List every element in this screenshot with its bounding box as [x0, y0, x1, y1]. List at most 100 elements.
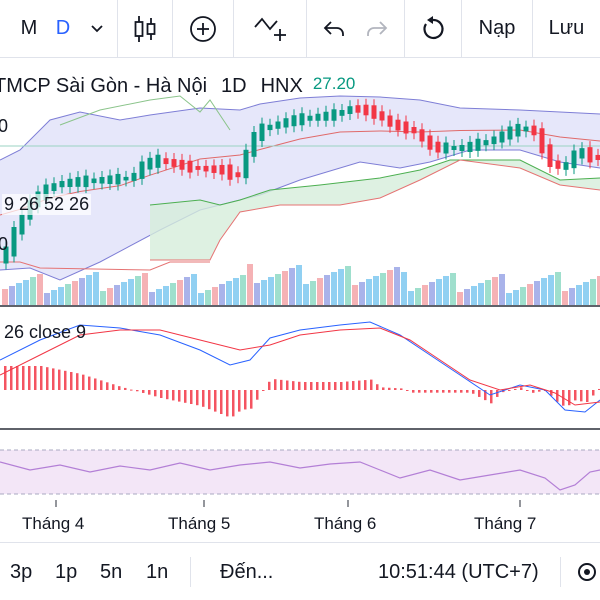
volume-bar: [464, 289, 470, 305]
candle-body: [323, 111, 329, 121]
redo-icon[interactable]: [358, 0, 396, 57]
macd-histogram-bar: [52, 368, 55, 390]
volume-bar: [429, 282, 435, 305]
candle-body: [107, 175, 113, 184]
candle-body: [139, 161, 145, 179]
candle-body: [499, 131, 505, 143]
candle-body: [563, 162, 569, 170]
volume-bar: [485, 280, 491, 305]
volume-bar: [275, 274, 281, 305]
volume-bar: [240, 275, 246, 305]
volume-bar: [65, 284, 71, 305]
volume-bar: [331, 272, 337, 305]
macd-histogram-bar: [190, 390, 193, 404]
macd-histogram-bar: [334, 382, 337, 390]
macd-histogram-bar: [352, 381, 355, 390]
volume-bar: [597, 276, 600, 305]
candle-body: [299, 113, 305, 126]
macd-histogram-bar: [592, 390, 595, 396]
macd-histogram-bar: [460, 390, 463, 393]
macd-histogram-bar: [310, 382, 313, 390]
range-3p-button[interactable]: 3p: [10, 560, 33, 583]
add-indicator-icon[interactable]: [173, 0, 233, 57]
candle-body: [403, 121, 409, 134]
macd-histogram-bar: [16, 366, 19, 390]
candle-body: [147, 157, 153, 170]
candle-body: [243, 149, 249, 179]
candle-body: [451, 146, 457, 150]
macd-histogram-bar: [58, 369, 61, 390]
range-1p-button[interactable]: 1p: [55, 560, 78, 583]
volume-bar: [499, 274, 505, 305]
macd-histogram-bar: [280, 379, 283, 390]
volume-bar: [149, 292, 155, 305]
ichimoku-span-b: [150, 159, 600, 261]
candle-body: [179, 159, 185, 170]
volume-bar: [317, 278, 323, 305]
reset-chart-icon[interactable]: [405, 0, 461, 57]
compare-symbol-icon[interactable]: [234, 0, 306, 57]
candle-body: [331, 109, 337, 121]
candle-body: [59, 181, 65, 188]
macd-histogram-bar: [106, 382, 109, 390]
candle-body: [475, 138, 481, 151]
volume-bar: [450, 273, 456, 305]
symbol-legend[interactable]: TMCP Sài Gòn - Hà Nội 1D HNX 27.20: [0, 72, 355, 100]
macd-histogram-bar: [574, 390, 577, 401]
candle-body: [483, 140, 489, 146]
candle-body: [219, 164, 225, 175]
bollinger-lower-line: [0, 149, 600, 281]
macd-histogram-bar: [22, 366, 25, 390]
macd-histogram-bar: [412, 390, 415, 393]
volume-bar: [443, 276, 449, 305]
volume-bar: [107, 288, 113, 305]
macd-histogram-bar: [526, 390, 529, 391]
ichimoku-legend[interactable]: 9 26 52 26: [2, 194, 92, 215]
macd-histogram-bar: [292, 381, 295, 390]
interval-m-button[interactable]: M: [20, 17, 38, 39]
candle-body: [251, 132, 257, 157]
macd-histogram-bar: [316, 382, 319, 390]
load-layout-button[interactable]: Nạp: [478, 17, 516, 39]
volume-bar: [170, 283, 176, 305]
price-chart-canvas[interactable]: [0, 58, 600, 542]
macd-histogram-bar: [154, 390, 157, 397]
volume-bar: [156, 289, 162, 305]
settings-gear-icon[interactable]: [574, 543, 600, 600]
macd-histogram-bar: [46, 367, 49, 390]
candle-body: [67, 178, 73, 187]
volume-bar: [2, 289, 8, 305]
volume-bar: [261, 280, 267, 305]
macd-legend[interactable]: 26 close 9: [4, 322, 87, 342]
candle-body: [307, 115, 313, 121]
macd-histogram-bar: [436, 390, 439, 393]
interval-dropdown-chevron-icon[interactable]: [82, 0, 112, 57]
candle-body: [339, 110, 345, 116]
save-layout-button[interactable]: Lưu: [548, 17, 585, 39]
volume-bar: [422, 285, 428, 305]
candle-body: [291, 115, 297, 127]
range-5n-button[interactable]: 5n: [100, 560, 123, 583]
macd-histogram-bar: [340, 382, 343, 390]
volume-bar: [23, 280, 29, 305]
macd-histogram-bar: [166, 390, 169, 400]
clock-timezone[interactable]: 10:51:44 (UTC+7): [378, 560, 539, 583]
macd-histogram-bar: [262, 390, 265, 391]
goto-date-button[interactable]: Đến...: [220, 560, 274, 583]
candle-style-icon[interactable]: [118, 0, 172, 57]
volume-bar: [541, 278, 547, 305]
undo-icon[interactable]: [315, 0, 353, 57]
volume-bar: [590, 279, 596, 305]
macd-histogram-bar: [568, 390, 571, 406]
interval-d-button[interactable]: D: [55, 17, 71, 39]
volume-bar: [72, 281, 78, 305]
range-1n-button[interactable]: 1n: [146, 560, 169, 583]
macd-histogram-bar: [220, 390, 223, 414]
volume-bar: [415, 288, 421, 305]
volume-bar: [408, 291, 414, 305]
candle-body: [427, 135, 433, 150]
volume-bar: [492, 277, 498, 305]
macd-histogram-bar: [34, 366, 37, 390]
candle-body: [171, 159, 177, 167]
macd-histogram-bar: [130, 389, 133, 391]
